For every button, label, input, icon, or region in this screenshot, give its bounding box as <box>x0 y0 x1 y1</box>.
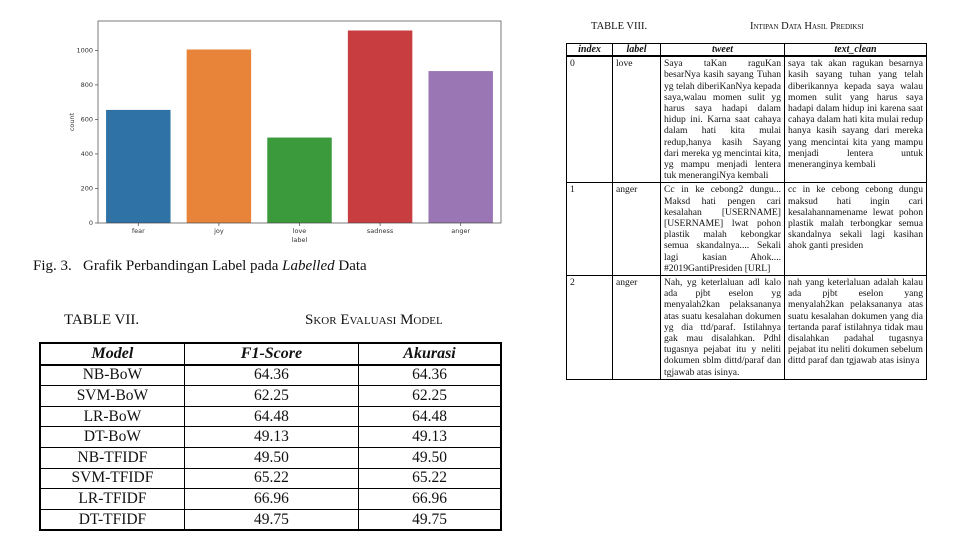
table-row: LR-BoW 64.48 64.48 <box>39 405 502 428</box>
y-tick-label: 400 <box>81 150 93 158</box>
model-cell: SVM-TFIDF <box>39 467 185 490</box>
y-tick-label: 200 <box>81 185 93 193</box>
y-tick-label: 1000 <box>76 47 93 55</box>
prediction-sample-table: index label tweet text_clean 0 love Saya t… <box>566 43 927 380</box>
table8-number: TABLE VIII. <box>591 21 648 32</box>
table-row: LR-TFIDF 66.96 66.96 <box>39 488 502 510</box>
table8-title: Intipan Data Hasil Prediksi <box>750 21 864 32</box>
bars <box>106 30 493 223</box>
table-row: DT-TFIDF 49.75 49.75 <box>39 508 502 531</box>
bar-love <box>267 137 332 223</box>
f1-score-cell: 62.25 <box>183 385 360 407</box>
index-cell: 0 <box>566 55 613 184</box>
label-count-bar-chart: 0 200 400 600 800 1000 fear joy love sadness ange… <box>68 20 502 244</box>
y-axis-ticks: 0 200 400 600 800 1000 <box>76 47 98 227</box>
table8-header-tweet: tweet <box>660 43 785 57</box>
text-clean-cell: cc in ke cebong cebong dungu maksud hati… <box>784 182 927 277</box>
accuracy-cell: 64.36 <box>358 364 502 387</box>
table-row: NB-TFIDF 49.50 49.50 <box>39 446 502 469</box>
accuracy-cell: 64.48 <box>358 405 502 428</box>
f1-score-cell: 64.48 <box>183 405 360 428</box>
figure-caption-end: Data <box>338 258 367 274</box>
label-cell: love <box>612 55 661 184</box>
table7-header-f1: F1-Score <box>183 342 360 366</box>
plot-frame <box>97 20 502 224</box>
x-axis-label: label <box>292 236 308 244</box>
table7-header-model: Model <box>39 342 185 366</box>
model-cell: LR-TFIDF <box>39 488 185 510</box>
model-cell: DT-TFIDF <box>39 508 185 531</box>
accuracy-cell: 49.13 <box>358 426 502 448</box>
table-row: SVM-TFIDF 65.22 65.22 <box>39 467 502 490</box>
x-axis-ticks: fear joy love sadness anger <box>132 223 470 235</box>
model-cell: SVM-BoW <box>39 385 185 407</box>
table7-body: NB-BoW 64.36 64.36 SVM-BoW 62.25 62.25 LR-BoW 6… <box>39 364 502 531</box>
accuracy-cell: 49.75 <box>358 508 502 531</box>
table8-header-row: index label tweet text_clean <box>566 43 927 57</box>
f1-score-cell: 65.22 <box>183 467 360 490</box>
index-cell: 2 <box>566 275 613 380</box>
table8-header-index: index <box>566 43 613 57</box>
figure-caption: Fig. 3. Grafik Perbandingan Label pada L… <box>33 258 367 275</box>
table7-title: Skor Evaluasi Model <box>305 312 443 328</box>
label-cell: anger <box>612 182 661 277</box>
text-clean-cell: nah yang keterlaluan adalah kalau ada pj… <box>784 275 927 380</box>
x-tick-label: anger <box>451 227 470 235</box>
bar-joy <box>186 49 252 223</box>
x-tick-label: love <box>293 227 307 235</box>
x-tick-label: joy <box>213 227 224 235</box>
label-cell: anger <box>612 275 661 380</box>
f1-score-cell: 64.36 <box>183 364 360 387</box>
accuracy-cell: 49.50 <box>358 446 502 469</box>
figure-caption-main: Grafik Perbandingan Label pada <box>83 258 279 274</box>
y-tick-label: 0 <box>89 219 93 227</box>
table8-body: 0 love Saya taKan raguKan besarNya kasih s… <box>566 55 927 380</box>
model-cell: NB-TFIDF <box>39 446 185 469</box>
figure-caption-italic: Labelled <box>282 258 335 274</box>
f1-score-cell: 66.96 <box>183 488 360 510</box>
table-row: 0 love Saya taKan raguKan besarNya kasih s… <box>566 55 927 184</box>
model-cell: DT-BoW <box>39 426 185 448</box>
tweet-cell: Saya taKan raguKan besarNya kasih sayang… <box>660 55 785 184</box>
accuracy-cell: 62.25 <box>358 385 502 407</box>
x-tick-label: fear <box>132 227 145 235</box>
table8-header-label: label <box>612 43 661 57</box>
text-clean-cell: saya tak akan ragukan besarnya kasih say… <box>784 55 927 184</box>
table7-number: TABLE VII. <box>64 312 140 328</box>
f1-score-cell: 49.13 <box>183 426 360 448</box>
y-tick-label: 600 <box>81 116 93 124</box>
figure-caption-prefix: Fig. 3. <box>33 258 72 274</box>
table7-header-row: Model F1-Score Akurasi <box>39 342 502 366</box>
f1-score-cell: 49.50 <box>183 446 360 469</box>
y-axis-label: count <box>68 112 76 131</box>
accuracy-cell: 66.96 <box>358 488 502 510</box>
accuracy-cell: 65.22 <box>358 467 502 490</box>
bar-anger <box>428 71 493 223</box>
bar-sadness <box>347 30 413 223</box>
bar-fear <box>106 109 171 223</box>
index-cell: 1 <box>566 182 613 277</box>
table8-header-text-clean: text_clean <box>784 43 927 57</box>
y-tick-label: 800 <box>81 81 93 89</box>
tweet-cell: Cc in ke cebong2 dungu... Maksd hati pen… <box>660 182 785 277</box>
table-row: NB-BoW 64.36 64.36 <box>39 364 502 387</box>
f1-score-cell: 49.75 <box>183 508 360 531</box>
model-cell: NB-BoW <box>39 364 185 387</box>
table-row: SVM-BoW 62.25 62.25 <box>39 385 502 407</box>
table-row: 2 anger Nah, yg keterlaluan adl kalo ada p… <box>566 275 927 380</box>
table7-header-accuracy: Akurasi <box>358 342 502 366</box>
evaluation-score-table: Model F1-Score Akurasi NB-BoW 64.36 64.36 S… <box>39 342 502 532</box>
x-tick-label: sadness <box>367 227 394 235</box>
model-cell: LR-BoW <box>39 405 185 428</box>
table-row: DT-BoW 49.13 49.13 <box>39 426 502 448</box>
tweet-cell: Nah, yg keterlaluan adl kalo ada pjbt es… <box>660 275 785 380</box>
table-row: 1 anger Cc in ke cebong2 dungu... Maksd ha… <box>566 182 927 277</box>
